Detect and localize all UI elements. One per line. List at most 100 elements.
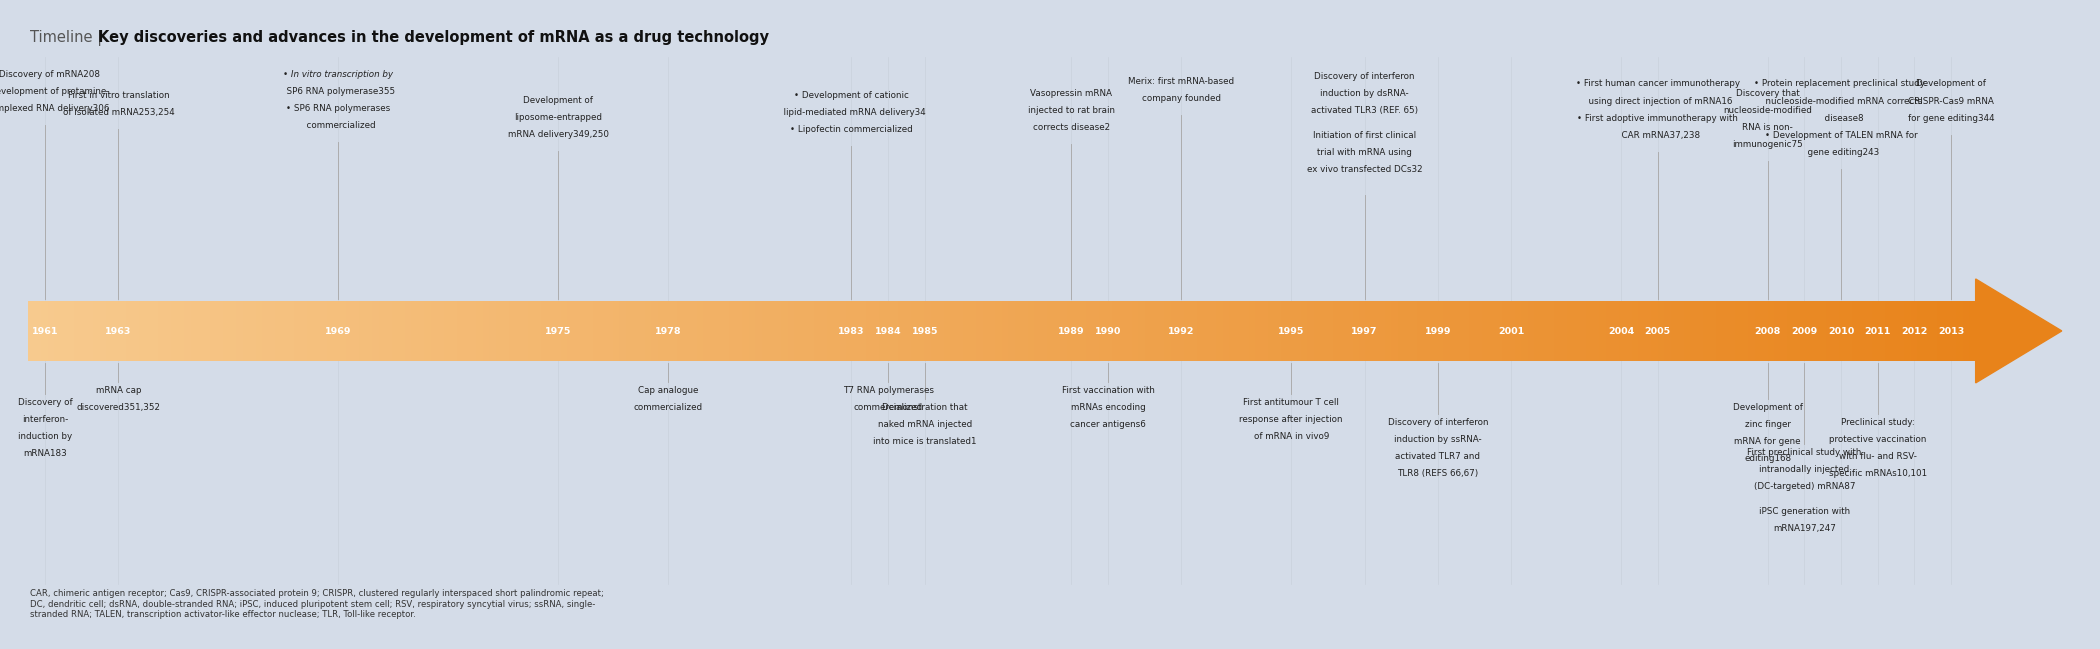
Bar [300, 301, 309, 361]
Bar [120, 301, 126, 361]
Bar [399, 301, 405, 361]
Bar [638, 301, 647, 361]
Bar [275, 301, 284, 361]
Text: 2013: 2013 [1938, 328, 1964, 336]
Bar [1275, 301, 1283, 361]
Bar [1163, 301, 1172, 361]
Bar [1657, 301, 1665, 361]
Bar [1970, 301, 1976, 361]
Bar [1911, 301, 1917, 361]
Text: corrects disease2: corrects disease2 [1033, 123, 1111, 132]
Bar [384, 301, 393, 361]
Bar [1386, 301, 1392, 361]
Text: 1963: 1963 [105, 328, 132, 336]
Bar [878, 301, 886, 361]
Text: Timeline |: Timeline | [29, 30, 107, 46]
Bar [1606, 301, 1613, 361]
Text: • First adoptive immunotherapy with: • First adoptive immunotherapy with [1577, 114, 1739, 123]
Bar [1157, 301, 1166, 361]
Bar [1222, 301, 1231, 361]
Text: ex vivo transfected DCs32: ex vivo transfected DCs32 [1306, 165, 1422, 174]
Bar [393, 301, 399, 361]
Bar [86, 301, 94, 361]
Bar [1315, 301, 1321, 361]
Bar [151, 301, 160, 361]
Bar [704, 301, 712, 361]
Bar [670, 301, 678, 361]
Bar [1833, 301, 1840, 361]
Bar [1690, 301, 1697, 361]
Bar [1378, 301, 1386, 361]
Text: disease8: disease8 [1819, 114, 1863, 123]
Text: 1984: 1984 [876, 328, 901, 336]
Bar [1600, 301, 1606, 361]
Bar [1787, 301, 1796, 361]
Bar [561, 301, 569, 361]
Bar [1327, 301, 1334, 361]
Text: Preclinical study:: Preclinical study: [1842, 418, 1915, 427]
Bar [1151, 301, 1159, 361]
Bar [1638, 301, 1646, 361]
Bar [1268, 301, 1275, 361]
Bar [334, 301, 340, 361]
Text: 1995: 1995 [1279, 328, 1304, 336]
Bar [1814, 301, 1821, 361]
Text: zinc finger: zinc finger [1745, 421, 1791, 429]
Bar [592, 301, 601, 361]
Bar [1132, 301, 1140, 361]
Bar [197, 301, 204, 361]
Text: • Development of TALEN mRNA for: • Development of TALEN mRNA for [1764, 130, 1917, 140]
Bar [1073, 301, 1082, 361]
Bar [294, 301, 302, 361]
Bar [288, 301, 296, 361]
Bar [1042, 301, 1048, 361]
Bar [55, 301, 61, 361]
Text: Key discoveries and advances in the development of mRNA as a drug technology: Key discoveries and advances in the deve… [97, 30, 769, 45]
Bar [1457, 301, 1464, 361]
Bar [607, 301, 613, 361]
Bar [1846, 301, 1854, 361]
Bar [741, 301, 750, 361]
Bar [145, 301, 153, 361]
Text: 1989: 1989 [1058, 328, 1084, 336]
Text: 2010: 2010 [1827, 328, 1854, 336]
Text: mRNA for gene: mRNA for gene [1735, 437, 1802, 447]
Bar [750, 301, 756, 361]
Bar [1392, 301, 1399, 361]
Bar [840, 301, 846, 361]
Bar [313, 301, 321, 361]
Text: Cap analogue: Cap analogue [638, 386, 699, 395]
Text: mRNA delivery349,250: mRNA delivery349,250 [508, 130, 609, 140]
Text: discovered351,352: discovered351,352 [76, 404, 160, 412]
Bar [1592, 301, 1600, 361]
Bar [678, 301, 685, 361]
Bar [36, 301, 42, 361]
Bar [1489, 301, 1497, 361]
Bar [1027, 301, 1035, 361]
Text: Development of: Development of [1732, 403, 1802, 412]
Bar [1008, 301, 1016, 361]
Bar [1321, 301, 1327, 361]
Bar [1262, 301, 1268, 361]
Bar [1768, 301, 1774, 361]
Bar [756, 301, 762, 361]
Bar [1495, 301, 1504, 361]
Bar [884, 301, 892, 361]
Text: Merix: first mRNA-based: Merix: first mRNA-based [1128, 77, 1235, 86]
Bar [806, 301, 815, 361]
Text: induction by ssRNA-: induction by ssRNA- [1394, 435, 1483, 444]
Bar [456, 301, 464, 361]
Bar [573, 301, 582, 361]
Bar [1852, 301, 1861, 361]
Bar [1886, 301, 1892, 361]
Bar [1535, 301, 1541, 361]
Bar [1340, 301, 1346, 361]
Bar [1743, 301, 1749, 361]
Bar [1470, 301, 1476, 361]
Bar [158, 301, 166, 361]
Bar [1405, 301, 1411, 361]
Bar [924, 301, 932, 361]
Bar [716, 301, 724, 361]
Bar [372, 301, 380, 361]
Bar [548, 301, 554, 361]
